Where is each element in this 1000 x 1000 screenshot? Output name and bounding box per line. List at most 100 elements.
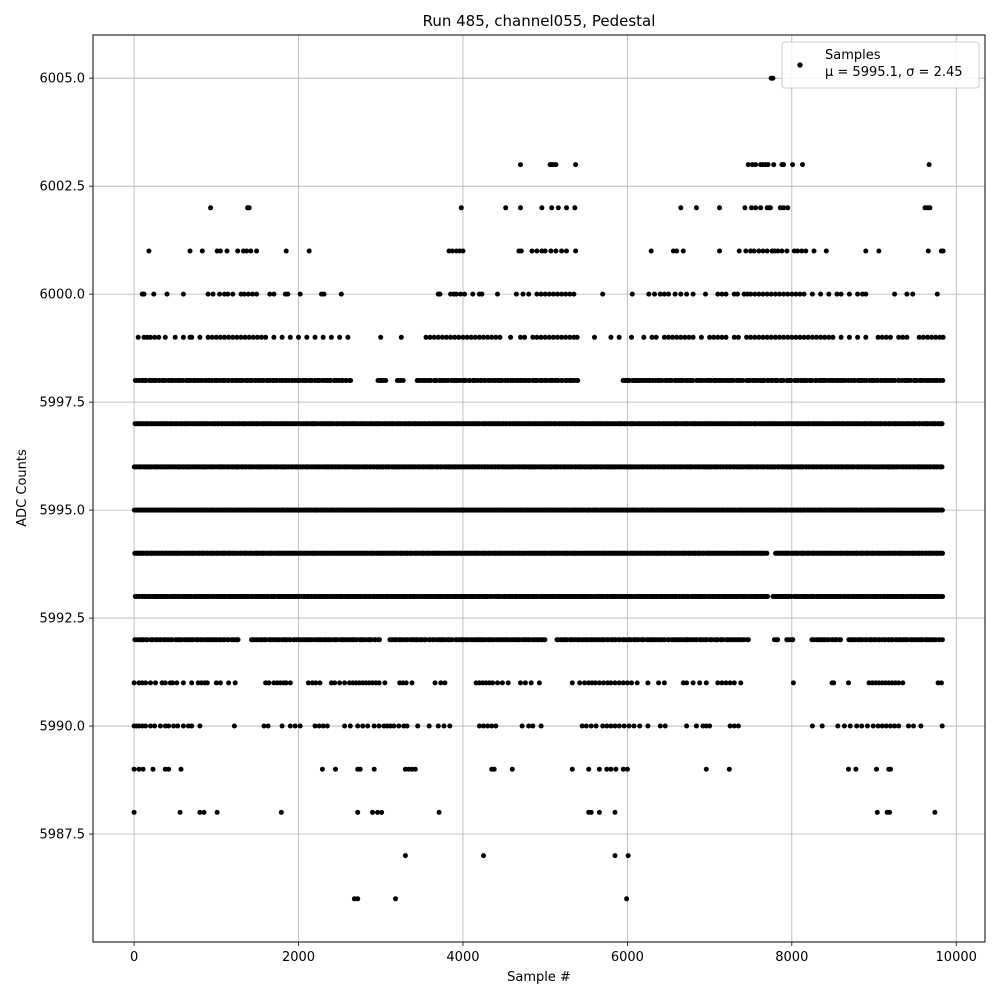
data-point (232, 680, 238, 686)
data-point (738, 680, 744, 686)
data-point (312, 334, 318, 340)
data-point (563, 291, 569, 297)
data-point (503, 205, 509, 211)
data-point (735, 334, 741, 340)
data-point (152, 334, 158, 340)
data-point (403, 680, 409, 686)
data-point (297, 291, 303, 297)
data-point (788, 378, 794, 383)
data-point (939, 464, 945, 470)
data-point (887, 809, 893, 815)
data-point (800, 162, 805, 168)
data-point (612, 853, 618, 859)
data-point (210, 291, 216, 297)
data-point (470, 291, 476, 297)
data-point (391, 723, 397, 729)
data-point (534, 334, 540, 340)
data-point (539, 205, 545, 211)
data-point (542, 637, 548, 643)
data-point (530, 334, 536, 340)
data-point (296, 334, 301, 340)
data-point (189, 680, 195, 686)
data-point (444, 334, 449, 340)
data-point (795, 248, 801, 254)
data-point (170, 680, 176, 686)
data-point (348, 378, 354, 383)
data-point (550, 334, 556, 340)
data-point (731, 334, 737, 340)
data-point (404, 723, 410, 729)
data-point (534, 291, 540, 297)
data-point (583, 723, 589, 729)
plot-background (93, 35, 985, 942)
data-point (777, 334, 782, 340)
data-point (819, 723, 825, 729)
data-point (764, 291, 770, 297)
data-point (172, 334, 178, 340)
data-point (629, 334, 634, 340)
data-point (231, 723, 237, 729)
data-point (707, 334, 713, 340)
data-point (383, 378, 389, 383)
data-point (809, 378, 815, 383)
data-point (926, 162, 932, 168)
data-point (553, 248, 559, 254)
data-point (925, 334, 930, 340)
data-point (518, 162, 523, 168)
data-point (555, 334, 560, 340)
data-point (765, 594, 771, 599)
data-point (666, 291, 671, 297)
data-point (426, 723, 432, 729)
data-point (279, 334, 285, 340)
data-point (797, 334, 803, 340)
data-point (398, 334, 404, 340)
data-point (779, 248, 785, 254)
data-point (846, 680, 851, 686)
data-point (442, 680, 448, 686)
data-point (616, 334, 622, 340)
x-tick-label: 6000 (611, 950, 644, 965)
data-point (217, 680, 223, 686)
data-point (649, 334, 655, 340)
data-point (259, 334, 264, 340)
data-point (831, 680, 837, 686)
data-point (141, 291, 147, 297)
data-point (505, 680, 511, 686)
data-point (790, 637, 796, 643)
data-point (666, 334, 671, 340)
data-point (214, 809, 220, 815)
data-point (874, 809, 880, 815)
data-point (809, 723, 815, 729)
data-point (772, 334, 778, 340)
data-point (204, 680, 210, 686)
data-point (509, 766, 515, 772)
data-point (493, 723, 499, 729)
plot-frame (92, 34, 986, 943)
data-point (693, 205, 699, 211)
data-point (376, 680, 382, 686)
data-point (439, 334, 445, 340)
data-point (197, 809, 203, 815)
y-tick-label: 5987.5 (40, 828, 86, 843)
data-point (789, 291, 795, 297)
data-point (785, 291, 791, 297)
data-point (423, 637, 429, 643)
data-point (596, 809, 602, 815)
data-point (495, 680, 500, 686)
data-point (904, 334, 910, 340)
data-point (144, 637, 150, 643)
data-point (342, 723, 348, 729)
data-point (752, 291, 758, 297)
data-point (497, 334, 503, 340)
data-point (799, 248, 805, 254)
data-point (927, 205, 933, 211)
data-point (888, 723, 893, 729)
data-point (859, 723, 865, 729)
data-point (279, 723, 285, 729)
data-point (934, 291, 940, 297)
data-point (572, 205, 578, 211)
data-point (321, 291, 327, 297)
data-point (735, 723, 741, 729)
data-point (888, 334, 893, 340)
